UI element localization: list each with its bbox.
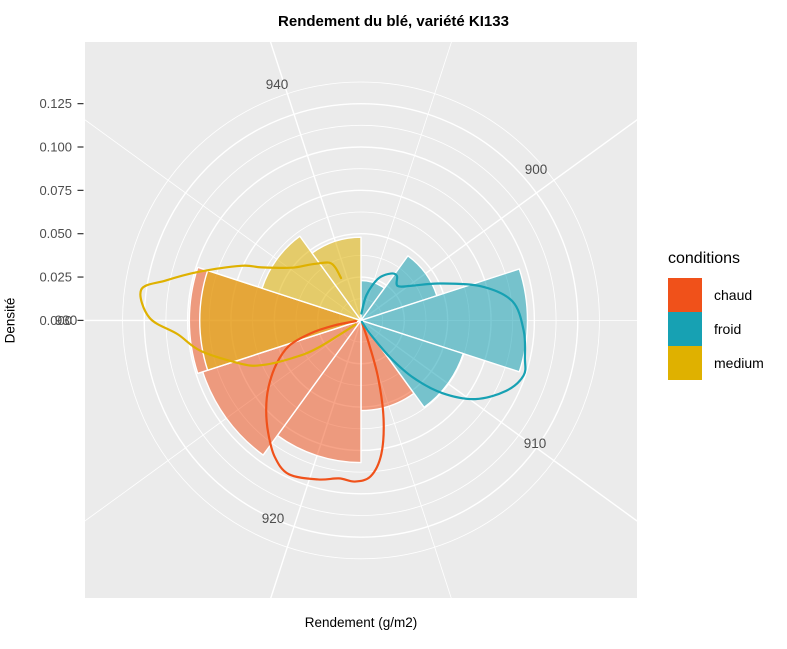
grid-spoke <box>360 42 452 321</box>
y-axis-tick-label: 0.050 <box>39 226 72 241</box>
y-axis-tick-label: 0.025 <box>39 270 72 285</box>
theta-tick-label: 910 <box>524 436 547 451</box>
theta-tick-label: 940 <box>266 77 289 92</box>
histogram-wedge-chaud <box>201 319 362 456</box>
y-axis-tick-label: 0.075 <box>39 183 72 198</box>
legend-item-medium: medium <box>668 346 764 380</box>
theta-tick-label: 900 <box>525 162 548 177</box>
y-axis-tick-label: 0.125 <box>39 96 72 111</box>
legend-key-froid-swatch <box>668 312 702 346</box>
legend: conditions chaud froid medium <box>668 250 764 380</box>
x-axis-title: Rendement (g/m2) <box>304 615 418 630</box>
legend-item-chaud: chaud <box>668 278 764 312</box>
histogram-wedge-medium <box>311 236 362 322</box>
y-axis-tick-label: 0.100 <box>39 140 72 155</box>
y-axis-tick-label: 0.000 <box>39 313 72 328</box>
legend-item-froid: froid <box>668 312 764 346</box>
legend-title: conditions <box>668 250 741 267</box>
legend-key-chaud-swatch <box>668 278 702 312</box>
legend-label-medium: medium <box>714 355 764 371</box>
density-curve-froid <box>360 272 527 401</box>
theta-tick-label: 920 <box>262 511 285 526</box>
legend-label-froid: froid <box>714 321 742 337</box>
plot-title: Rendement du blé, variété KI133 <box>278 13 509 30</box>
density-curve-chaud <box>265 320 385 483</box>
theta-tick-label: 930 <box>55 313 78 328</box>
legend-label-chaud: chaud <box>714 287 753 303</box>
histogram-wedge-froid <box>360 319 464 409</box>
legend-key-medium-swatch <box>668 346 702 380</box>
histogram-wedge-medium <box>199 269 362 371</box>
density-curve-medium <box>139 261 357 367</box>
histogram-wedge-chaud <box>276 319 362 464</box>
y-axis-title: Densité <box>2 297 18 344</box>
histogram-wedge-medium <box>261 235 362 322</box>
histogram-wedge-froid <box>360 268 529 373</box>
